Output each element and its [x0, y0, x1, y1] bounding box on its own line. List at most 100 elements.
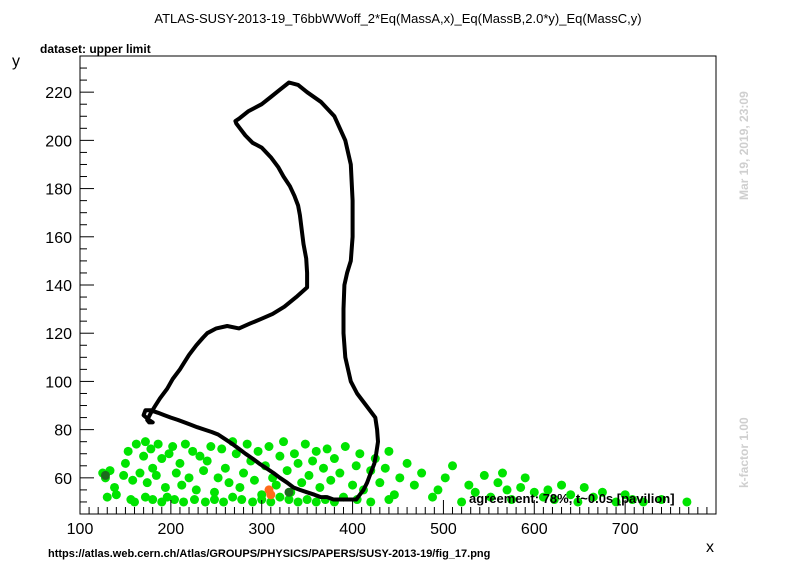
allowed-point — [110, 482, 120, 492]
allowed-point — [271, 480, 281, 490]
allowed-point — [189, 495, 199, 505]
allowed-point — [315, 482, 325, 492]
allowed-point — [131, 439, 141, 449]
exclusion-contour-line — [141, 80, 380, 502]
allowed-point — [213, 473, 223, 483]
allowed-point — [293, 458, 303, 468]
allowed-point — [304, 470, 314, 480]
allowed-point — [597, 487, 607, 497]
chart-title: ATLAS-SUSY-2013-19_T6bbWWoff_2*Eq(MassA,… — [154, 11, 642, 26]
allowed-point — [682, 497, 692, 507]
allowed-point — [348, 480, 358, 490]
allowed-point — [497, 468, 507, 478]
allowed-point — [620, 490, 630, 500]
allowed-point — [340, 442, 350, 452]
allowed-point — [199, 466, 209, 476]
allowed-point — [249, 475, 259, 485]
allowed-point — [289, 449, 299, 459]
allowed-point — [237, 495, 247, 505]
allowed-point — [300, 439, 310, 449]
allowed-point — [293, 497, 303, 507]
allowed-point — [457, 497, 467, 507]
y-tick-label: 120 — [45, 326, 72, 343]
allowed-point — [128, 475, 138, 485]
y-tick-label: 100 — [45, 374, 72, 391]
allowed-point — [140, 437, 150, 447]
allowed-point — [228, 492, 238, 502]
allowed-point — [184, 473, 194, 483]
allowed-point — [153, 439, 163, 449]
allowed-point — [543, 485, 553, 495]
allowed-point — [209, 487, 219, 497]
allowed-point — [191, 485, 201, 495]
allowed-point — [235, 482, 245, 492]
allowed-point — [148, 463, 158, 473]
allowed-point — [516, 482, 526, 492]
allowed-point — [164, 449, 174, 459]
allowed-point — [206, 442, 216, 452]
y-tick-label: 80 — [54, 423, 72, 440]
allowed-point — [611, 497, 621, 507]
allowed-point — [160, 482, 170, 492]
allowed-point — [380, 463, 390, 473]
allowed-point — [180, 439, 190, 449]
allowed-point — [177, 480, 187, 490]
allowed-point — [486, 492, 496, 502]
allowed-point — [253, 446, 263, 456]
allowed-point — [264, 442, 274, 452]
allowed-point — [162, 492, 172, 502]
allowed-point — [275, 492, 285, 502]
allowed-point — [326, 475, 336, 485]
allowed-point — [123, 446, 133, 456]
allowed-point — [275, 451, 285, 461]
allowed-point — [520, 473, 530, 483]
allowed-point — [493, 478, 503, 488]
allowed-point — [142, 478, 152, 488]
allowed-point — [529, 487, 539, 497]
orange-point — [266, 490, 276, 500]
allowed-point — [549, 495, 559, 505]
allowed-point — [479, 470, 489, 480]
allowed-point — [120, 458, 130, 468]
x-tick-label: 500 — [430, 521, 457, 538]
dataset-label: dataset: upper limit — [40, 42, 151, 56]
allowed-point — [507, 495, 517, 505]
allowed-point — [638, 497, 648, 507]
allowed-point — [351, 461, 361, 471]
allowed-point — [311, 497, 321, 507]
allowed-point — [395, 473, 405, 483]
allowed-point — [102, 492, 112, 502]
allowed-point — [302, 495, 312, 505]
allowed-point — [220, 463, 230, 473]
y-tick-label: 200 — [45, 133, 72, 150]
x-axis-title: x — [706, 539, 714, 556]
y-tick-label: 60 — [54, 471, 72, 488]
allowed-point — [538, 492, 548, 502]
allowed-point — [195, 451, 205, 461]
y-tick-label: 220 — [45, 85, 72, 102]
contour-layer — [141, 80, 380, 502]
allowed-point — [175, 458, 185, 468]
allowed-point — [257, 495, 267, 505]
y-tick-label: 140 — [45, 278, 72, 295]
allowed-point — [188, 446, 198, 456]
allowed-point — [311, 446, 321, 456]
allowed-point — [656, 495, 666, 505]
allowed-point — [157, 454, 167, 464]
allowed-point — [502, 485, 512, 495]
allowed-point — [146, 444, 156, 454]
allowed-point — [464, 480, 474, 490]
allowed-point — [168, 442, 178, 452]
allowed-point — [417, 468, 427, 478]
allowed-point — [566, 490, 576, 500]
allowed-point — [111, 490, 121, 500]
allowed-point — [402, 458, 412, 468]
allowed-point — [209, 495, 219, 505]
allowed-point — [428, 492, 438, 502]
allowed-point — [335, 468, 345, 478]
x-tick-label: 700 — [612, 521, 639, 538]
allowed-point — [627, 495, 637, 505]
allowed-point — [282, 466, 292, 476]
k-factor-label: k-factor 1.00 — [737, 417, 751, 488]
